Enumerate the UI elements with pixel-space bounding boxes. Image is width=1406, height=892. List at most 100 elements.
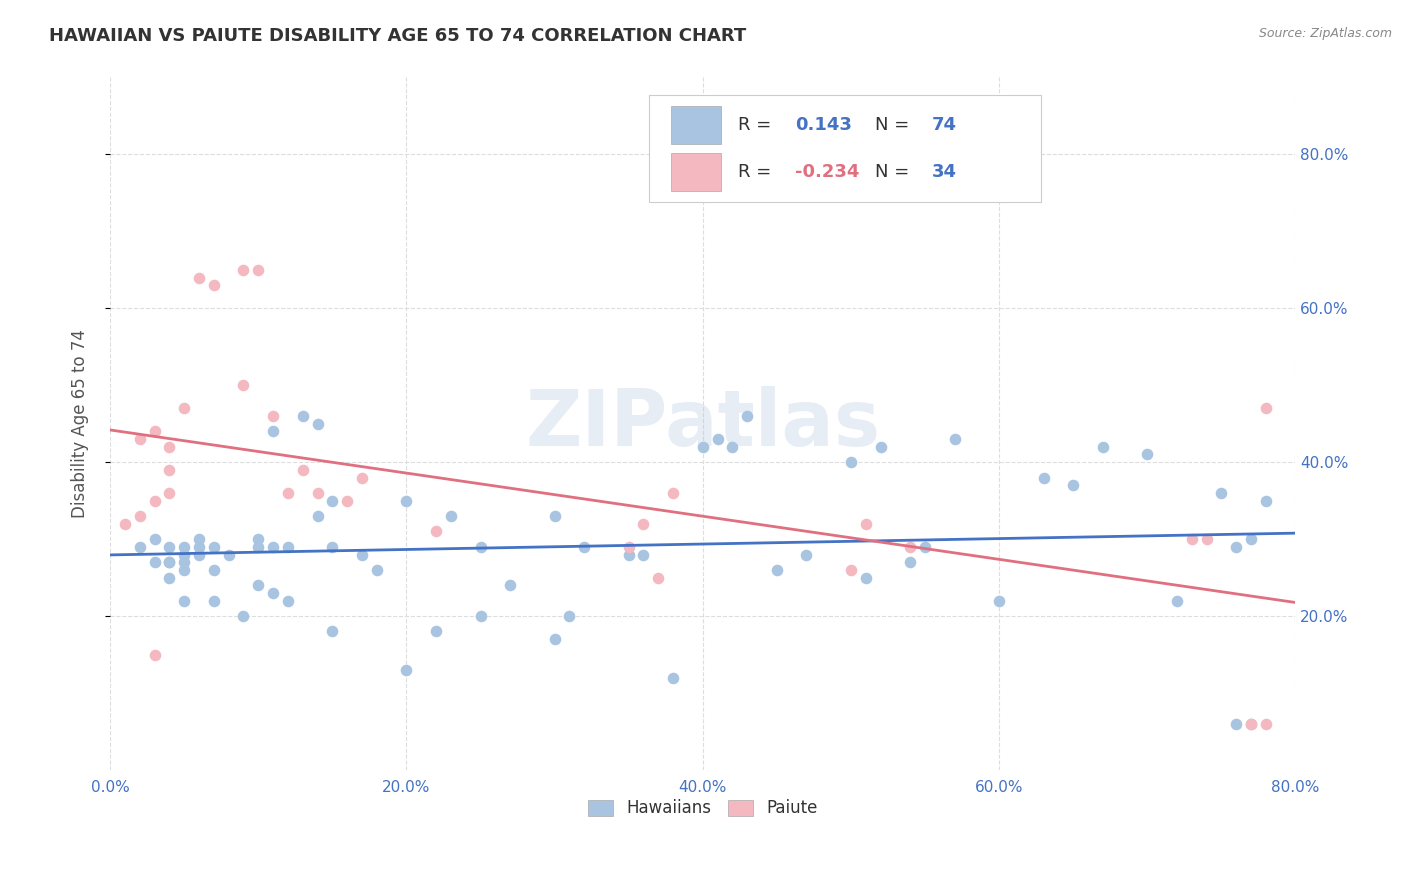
Point bbox=[202, 563, 225, 577]
Point bbox=[440, 509, 463, 524]
Legend: Hawaiians, Paiute: Hawaiians, Paiute bbox=[581, 793, 824, 824]
Point bbox=[1225, 716, 1247, 731]
Point bbox=[277, 540, 299, 554]
Point bbox=[1240, 532, 1263, 546]
Point bbox=[543, 632, 565, 647]
Point bbox=[143, 425, 166, 439]
Point bbox=[277, 486, 299, 500]
Point bbox=[291, 409, 314, 423]
Text: 34: 34 bbox=[932, 163, 956, 181]
Text: 74: 74 bbox=[932, 116, 956, 134]
Text: R =: R = bbox=[738, 116, 778, 134]
Point bbox=[262, 540, 284, 554]
Point bbox=[395, 663, 418, 677]
Point bbox=[839, 563, 862, 577]
Point bbox=[247, 540, 270, 554]
Point bbox=[291, 463, 314, 477]
Point bbox=[706, 432, 728, 446]
FancyBboxPatch shape bbox=[650, 95, 1040, 202]
Bar bbox=[671, 106, 720, 144]
Point bbox=[188, 540, 211, 554]
Point bbox=[1225, 540, 1247, 554]
Point bbox=[173, 563, 195, 577]
Point bbox=[898, 540, 921, 554]
Point bbox=[218, 548, 240, 562]
Point bbox=[202, 593, 225, 607]
Text: ZIPatlas: ZIPatlas bbox=[526, 385, 880, 462]
Point bbox=[366, 563, 388, 577]
Point bbox=[796, 548, 818, 562]
Text: N =: N = bbox=[875, 116, 915, 134]
Point bbox=[1091, 440, 1114, 454]
Point bbox=[128, 432, 150, 446]
Point bbox=[307, 417, 329, 431]
Point bbox=[157, 555, 180, 569]
Point bbox=[157, 571, 180, 585]
Point bbox=[766, 563, 789, 577]
Point bbox=[1254, 493, 1277, 508]
Point bbox=[735, 409, 758, 423]
Point bbox=[173, 548, 195, 562]
Point bbox=[470, 609, 492, 624]
Y-axis label: Disability Age 65 to 74: Disability Age 65 to 74 bbox=[72, 329, 89, 518]
Point bbox=[425, 524, 447, 539]
Point bbox=[157, 440, 180, 454]
Point bbox=[321, 540, 343, 554]
Text: -0.234: -0.234 bbox=[796, 163, 859, 181]
Point bbox=[914, 540, 936, 554]
Point bbox=[173, 540, 195, 554]
Point bbox=[188, 548, 211, 562]
Bar bbox=[671, 153, 720, 191]
Point bbox=[157, 540, 180, 554]
Point bbox=[157, 555, 180, 569]
Point bbox=[574, 540, 596, 554]
Point bbox=[721, 440, 744, 454]
Point bbox=[839, 455, 862, 469]
Point bbox=[1062, 478, 1084, 492]
Point bbox=[1166, 593, 1188, 607]
Text: 0.143: 0.143 bbox=[796, 116, 852, 134]
Point bbox=[898, 555, 921, 569]
Point bbox=[321, 493, 343, 508]
Point bbox=[157, 486, 180, 500]
Point bbox=[470, 540, 492, 554]
Point bbox=[1254, 401, 1277, 416]
Point bbox=[232, 262, 254, 277]
Point bbox=[188, 532, 211, 546]
Point bbox=[855, 571, 877, 585]
Point bbox=[114, 516, 136, 531]
Point bbox=[647, 571, 669, 585]
Point bbox=[633, 548, 655, 562]
Point bbox=[1032, 470, 1054, 484]
Point bbox=[395, 493, 418, 508]
Point bbox=[321, 624, 343, 639]
Point bbox=[1195, 532, 1218, 546]
Point bbox=[1136, 448, 1159, 462]
Point bbox=[350, 470, 373, 484]
Point bbox=[1181, 532, 1204, 546]
Text: N =: N = bbox=[875, 163, 915, 181]
Point bbox=[558, 609, 581, 624]
Point bbox=[662, 671, 685, 685]
Point bbox=[262, 409, 284, 423]
Point bbox=[262, 586, 284, 600]
Point bbox=[262, 425, 284, 439]
Point bbox=[202, 540, 225, 554]
Point bbox=[869, 440, 891, 454]
Point bbox=[943, 432, 966, 446]
Point bbox=[247, 262, 270, 277]
Point bbox=[188, 270, 211, 285]
Point bbox=[143, 493, 166, 508]
Text: Source: ZipAtlas.com: Source: ZipAtlas.com bbox=[1258, 27, 1392, 40]
Point bbox=[232, 378, 254, 392]
Point bbox=[692, 440, 714, 454]
Point bbox=[336, 493, 359, 508]
Point bbox=[1240, 716, 1263, 731]
Point bbox=[157, 463, 180, 477]
Point bbox=[128, 509, 150, 524]
Point bbox=[1211, 486, 1233, 500]
Point bbox=[1254, 716, 1277, 731]
Point bbox=[277, 593, 299, 607]
Point bbox=[173, 593, 195, 607]
Point bbox=[143, 648, 166, 662]
